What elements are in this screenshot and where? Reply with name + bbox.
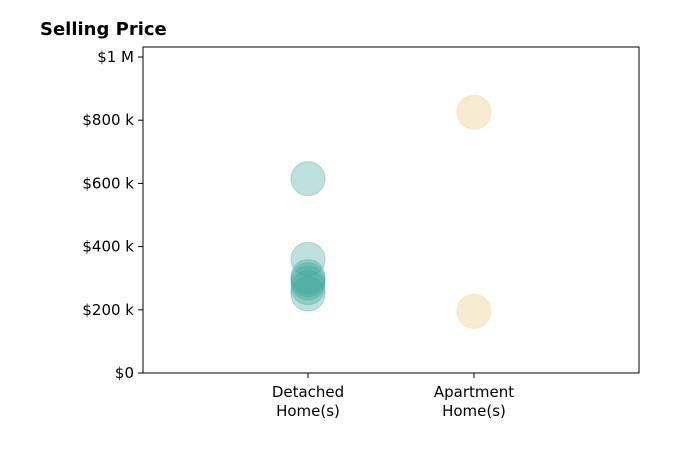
plot-area-frame xyxy=(142,46,640,374)
x-tick-label: Detached Home(s) xyxy=(272,383,344,420)
y-tick-label: $200 k xyxy=(82,301,134,319)
x-tick-label: Apartment Home(s) xyxy=(434,383,514,420)
data-point xyxy=(456,94,492,130)
data-point xyxy=(290,265,326,301)
x-axis: Detached Home(s) Apartment Home(s) xyxy=(272,373,514,420)
data-point xyxy=(456,293,492,329)
data-point xyxy=(290,259,326,295)
data-point xyxy=(290,262,326,298)
y-tick-label: $1 M xyxy=(97,48,134,66)
data-point xyxy=(290,270,326,306)
data-point xyxy=(290,161,326,197)
y-tick-label: $600 k xyxy=(82,174,134,192)
y-axis: $0 $200 k $400 k $600 k $800 k $1 M xyxy=(82,48,143,382)
data-point xyxy=(290,241,326,277)
chart-title: Selling Price xyxy=(40,19,167,40)
y-tick-label: $800 k xyxy=(82,111,134,129)
data-points xyxy=(290,94,492,329)
y-tick-label: $0 xyxy=(115,364,134,382)
data-point xyxy=(290,276,326,312)
y-tick-label: $400 k xyxy=(82,238,134,256)
